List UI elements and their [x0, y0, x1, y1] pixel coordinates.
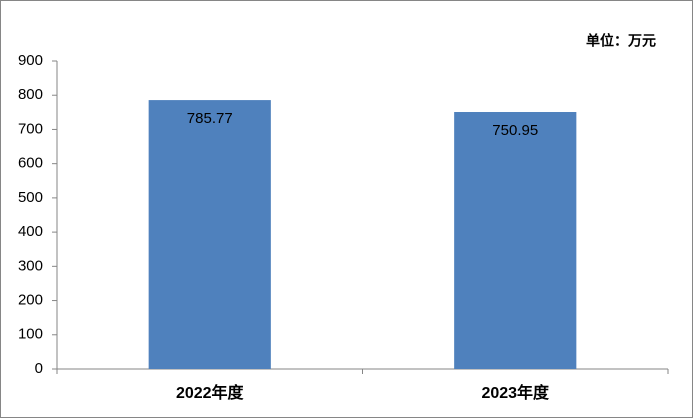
bar: [454, 112, 577, 369]
y-tick-label: 400: [18, 223, 43, 240]
y-tick-label: 800: [18, 86, 43, 103]
y-tick-label: 200: [18, 292, 43, 309]
y-tick-label: 600: [18, 155, 43, 172]
bar: [148, 100, 271, 369]
y-tick-label: 700: [18, 120, 43, 137]
data-label: 750.95: [492, 122, 538, 139]
y-tick-label: 0: [35, 360, 43, 377]
x-tick-label: 2022年度: [176, 383, 245, 402]
y-tick-label: 300: [18, 257, 43, 274]
data-label: 785.77: [187, 110, 233, 127]
y-tick-label: 500: [18, 189, 43, 206]
y-tick-label: 900: [18, 52, 43, 69]
x-tick-label: 2023年度: [481, 383, 550, 402]
y-tick-label: 100: [18, 326, 43, 343]
unit-annotation: 单位：万元: [586, 33, 656, 49]
